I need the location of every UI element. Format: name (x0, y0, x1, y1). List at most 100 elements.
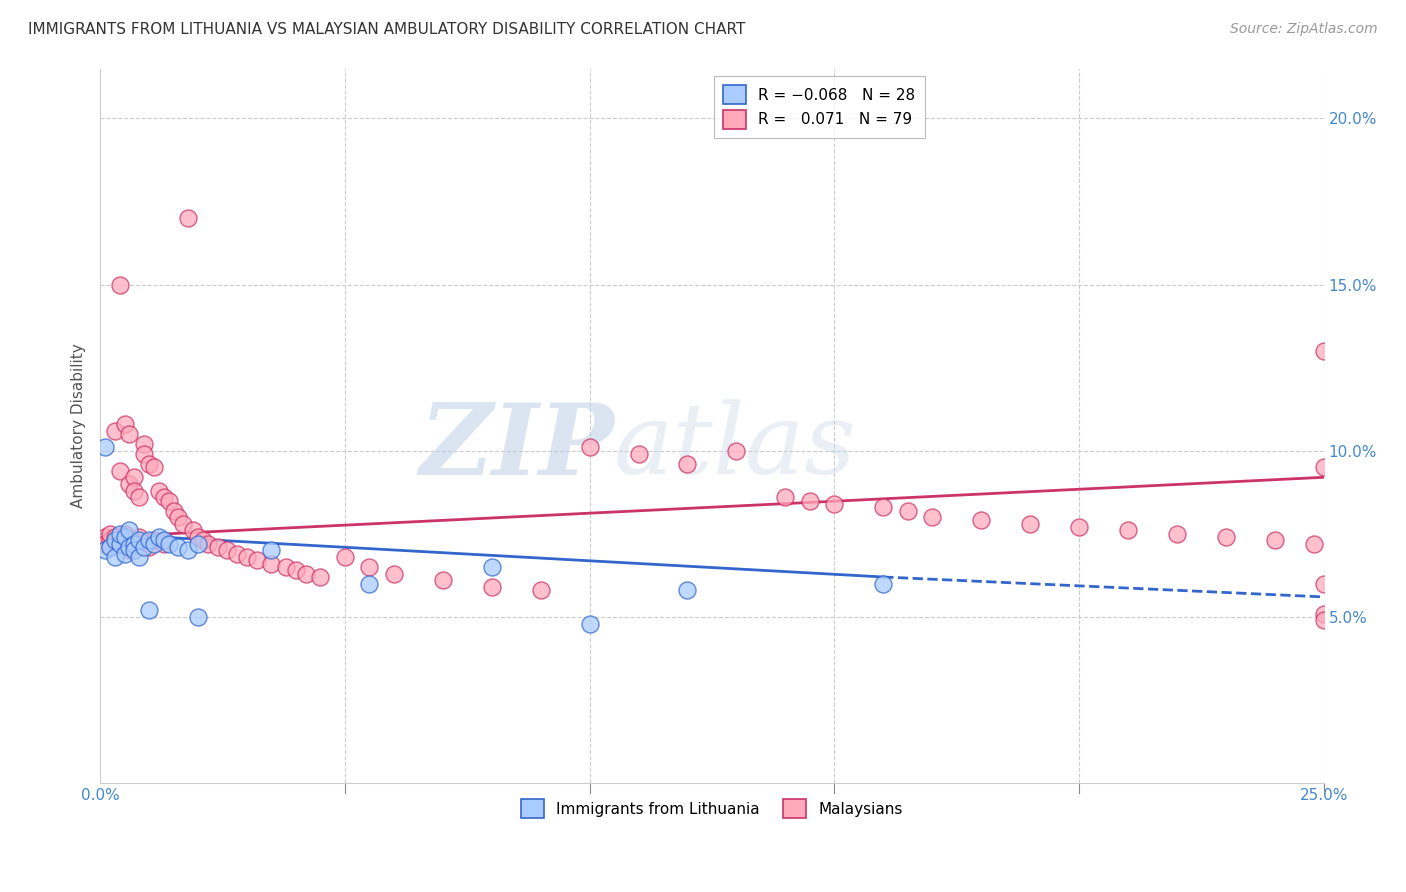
Point (118, 540, 141, 554)
Legend: Immigrants from Lithuania, Malaysians: Immigrants from Lithuania, Malaysians (513, 791, 910, 825)
Point (124, 537, 146, 551)
Point (207, 540, 229, 554)
Point (1312, 344, 1334, 359)
Point (775, 490, 797, 504)
Point (118, 477, 141, 491)
Point (114, 417, 136, 431)
Point (799, 493, 821, 508)
Point (226, 547, 249, 561)
Point (181, 524, 204, 538)
Point (187, 530, 209, 544)
Point (124, 537, 146, 551)
Point (108, 526, 131, 541)
Point (187, 610, 209, 624)
Point (104, 537, 127, 551)
Point (1166, 526, 1188, 541)
Point (187, 537, 209, 551)
Point (148, 483, 170, 498)
Y-axis label: Ambulatory Disability: Ambulatory Disability (72, 343, 86, 508)
Point (530, 583, 553, 598)
Point (382, 566, 405, 581)
Point (970, 514, 993, 528)
Point (114, 530, 136, 544)
Point (138, 540, 160, 554)
Point (260, 557, 283, 571)
Point (1303, 537, 1326, 551)
Point (104, 424, 127, 438)
Text: IMMIGRANTS FROM LITHUANIA VS MALAYSIAN AMBULATORY DISABILITY CORRELATION CHART: IMMIGRANTS FROM LITHUANIA VS MALAYSIAN A… (28, 22, 745, 37)
Point (108, 464, 131, 478)
Point (108, 277, 131, 292)
Point (191, 533, 214, 548)
Point (177, 543, 200, 558)
Point (1116, 524, 1139, 538)
Point (167, 510, 190, 524)
Point (578, 441, 600, 455)
Point (177, 211, 200, 225)
Point (138, 603, 160, 617)
Point (236, 549, 259, 564)
Point (108, 537, 131, 551)
Point (823, 497, 845, 511)
Point (124, 483, 146, 498)
Point (481, 560, 503, 574)
Point (104, 533, 127, 548)
Point (94, 441, 117, 455)
Point (1264, 533, 1286, 548)
Point (432, 574, 454, 588)
Point (872, 500, 894, 515)
Point (98, 533, 121, 548)
Point (128, 490, 150, 504)
Point (1019, 516, 1042, 531)
Point (152, 537, 174, 551)
Point (98, 540, 121, 554)
Point (1312, 460, 1334, 475)
Point (94, 530, 117, 544)
Point (197, 537, 219, 551)
Point (1312, 607, 1334, 621)
Point (578, 616, 600, 631)
Point (725, 443, 748, 458)
Point (676, 457, 699, 471)
Point (124, 470, 146, 484)
Point (246, 553, 269, 567)
Point (481, 580, 503, 594)
Point (333, 549, 356, 564)
Point (104, 549, 127, 564)
Point (118, 524, 141, 538)
Text: Source: ZipAtlas.com: Source: ZipAtlas.com (1230, 22, 1378, 37)
Point (134, 540, 156, 554)
Point (94, 543, 117, 558)
Point (284, 563, 307, 577)
Text: ZIP: ZIP (419, 399, 614, 495)
Point (134, 447, 156, 461)
Point (1067, 520, 1090, 534)
Point (309, 570, 332, 584)
Point (167, 540, 190, 554)
Point (294, 566, 316, 581)
Point (128, 530, 150, 544)
Point (359, 560, 381, 574)
Point (157, 537, 180, 551)
Point (128, 533, 150, 548)
Point (98, 540, 121, 554)
Point (108, 537, 131, 551)
Point (134, 437, 156, 451)
Point (152, 490, 174, 504)
Point (143, 533, 166, 548)
Point (1312, 576, 1334, 591)
Point (118, 543, 141, 558)
Point (260, 543, 283, 558)
Point (172, 516, 194, 531)
Point (1215, 530, 1237, 544)
Point (118, 427, 141, 442)
Point (627, 447, 650, 461)
Point (157, 493, 180, 508)
Point (359, 576, 381, 591)
Point (98, 526, 121, 541)
Point (1312, 613, 1334, 627)
Point (148, 530, 170, 544)
Point (143, 460, 166, 475)
Point (104, 530, 127, 544)
Point (274, 560, 297, 574)
